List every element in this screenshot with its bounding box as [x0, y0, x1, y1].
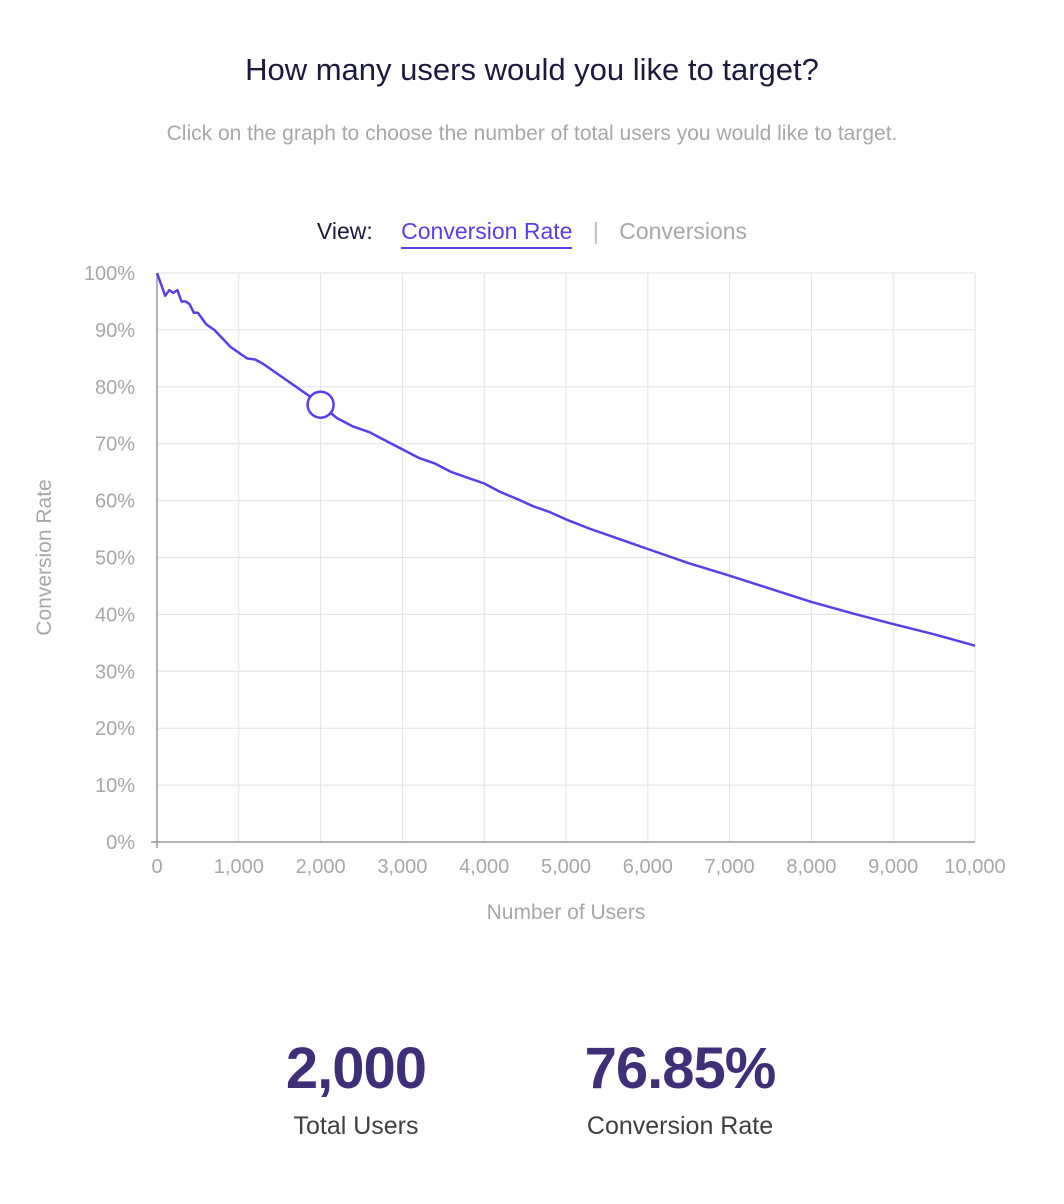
total-users-value: 2,000: [285, 1036, 427, 1101]
x-tick-label: 10,000: [944, 856, 1005, 878]
y-tick-label: 20%: [95, 718, 135, 740]
x-tick-label: 9,000: [868, 856, 918, 878]
y-tick-label: 50%: [95, 548, 135, 570]
x-axis-title: Number of Users: [487, 901, 646, 924]
view-separator: |: [592, 218, 599, 244]
x-tick-label: 4,000: [459, 856, 509, 878]
y-axis-title: Conversion Rate: [33, 479, 56, 635]
conversion-rate-chart[interactable]: 0 1,000 2,000 3,000 4,000 5,000 6,000 7,000 8,00…: [0, 250, 1064, 950]
x-tick-label: 6,000: [623, 856, 673, 878]
conversion-rate-label: Conversion Rate: [586, 1112, 774, 1140]
total-users-label: Total Users: [293, 1112, 419, 1140]
x-tick-label: 3,000: [377, 856, 427, 878]
y-tick-label: 0%: [106, 832, 135, 854]
y-tick-label: 10%: [95, 775, 135, 797]
y-tick-label: 80%: [95, 377, 135, 399]
x-tick-label: 7,000: [705, 856, 755, 878]
page-title: How many users would you like to target?: [245, 52, 819, 87]
page-subtitle: Click on the graph to choose the number …: [166, 122, 898, 145]
view-toggle: View: Conversion Rate | Conversions: [0, 218, 1064, 249]
x-tick-label: 8,000: [786, 856, 836, 878]
view-label: View:: [316, 218, 373, 244]
x-tick-label: 1,000: [214, 856, 264, 878]
view-option-conversions[interactable]: Conversions: [619, 218, 748, 244]
y-tick-label: 30%: [95, 661, 135, 683]
conversion-rate-stat: 76.85% Conversion Rate: [550, 1035, 810, 1141]
y-tick-label: 90%: [95, 320, 135, 342]
selected-point-marker[interactable]: [306, 390, 335, 419]
y-tick-label: 70%: [95, 434, 135, 456]
x-tick-label: 2,000: [296, 856, 346, 878]
total-users-stat: 2,000 Total Users: [256, 1035, 456, 1141]
view-option-conversion-rate[interactable]: Conversion Rate: [401, 218, 573, 249]
y-tick-label: 100%: [84, 263, 135, 285]
y-tick-label: 60%: [95, 491, 135, 513]
conversion-rate-value: 76.85%: [584, 1036, 777, 1101]
x-tick-label: 5,000: [541, 856, 591, 878]
y-tick-label: 40%: [95, 604, 135, 626]
x-tick-label: 0: [151, 856, 162, 878]
